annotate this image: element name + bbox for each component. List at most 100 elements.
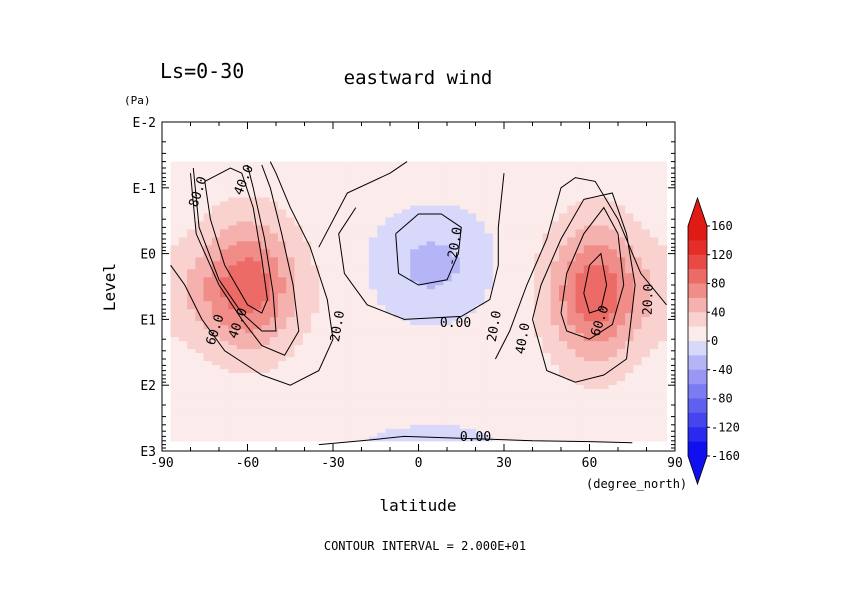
heatmap-cell [575,396,585,402]
heatmap-cell [550,225,560,231]
heatmap-cell [625,237,634,242]
heatmap-cell [187,241,196,246]
heatmap-cell [525,416,535,422]
heatmap-cell [269,345,279,350]
heatmap-cell [567,329,577,334]
heatmap-cell [501,261,511,266]
contour-label: 40.0 [513,322,533,355]
heatmap-cell [203,317,213,322]
heatmap-cell [525,265,535,270]
heatmap-cell [542,337,552,342]
heatmap-cell [294,317,304,322]
heatmap-cell [220,373,229,378]
heatmap-cell [501,436,511,442]
heatmap-cell [418,269,428,274]
heatmap-cell [600,233,610,238]
heatmap-cell [302,353,312,358]
heatmap-cell [459,380,469,386]
heatmap-cell [649,325,659,330]
heatmap-cell [344,428,353,434]
heatmap-cell [352,273,362,278]
heatmap-cell [600,428,610,434]
heatmap-cell [451,293,461,298]
heatmap-cell [187,221,196,227]
heatmap-cell [344,229,353,235]
heatmap-cell [575,285,585,290]
heatmap-cell [658,197,668,203]
heatmap-cell [410,265,420,270]
heatmap-cell [294,400,304,406]
heatmap-cell [608,225,618,231]
heatmap-cell [534,297,544,302]
heatmap-cell [377,273,387,278]
heatmap-cell [327,229,337,235]
heatmap-cell [278,213,287,219]
heatmap-cell [426,373,436,378]
heatmap-cell [608,325,618,330]
heatmap-cell [616,241,626,246]
heatmap-cell [484,424,494,430]
heatmap-cell [542,301,552,306]
heatmap-cell [625,265,634,270]
heatmap-cell [608,173,618,179]
heatmap-cell [286,384,296,390]
heatmap-cell [410,197,420,203]
heatmap-cell [451,173,461,179]
heatmap-cell [203,412,213,418]
heatmap-cell [426,309,436,314]
heatmap-cell [302,301,312,306]
heatmap-cell [170,432,180,438]
heatmap-cell [492,317,502,322]
heatmap-cell [368,376,378,382]
heatmap-cell [211,189,221,195]
heatmap-cell [244,353,254,358]
heatmap-cell [501,245,511,250]
heatmap-cell [368,165,378,171]
heatmap-cell [178,245,188,250]
heatmap-cell [236,253,246,258]
heatmap-cell [253,333,263,338]
colorbar-segment [688,369,707,385]
heatmap-cell [393,177,403,183]
heatmap-cell [583,245,593,250]
heatmap-cell [517,388,527,394]
heatmap-cell [418,392,428,398]
heatmap-cell [228,428,238,434]
heatmap-cell [608,428,618,434]
heatmap-cell [575,341,585,346]
heatmap-cell [501,305,511,310]
heatmap-cell [649,273,659,278]
heatmap-cell [550,337,560,342]
heatmap-cell [253,329,263,334]
heatmap-cell [459,369,469,374]
heatmap-cell [228,333,238,338]
heatmap-cell [261,213,271,219]
heatmap-cell [203,233,213,238]
heatmap-cell [244,337,254,342]
heatmap-cell [385,181,395,187]
heatmap-cell [509,361,519,366]
heatmap-cell [534,241,544,246]
heatmap-cell [658,289,668,294]
heatmap-cell [501,361,511,366]
heatmap-cell [311,241,320,246]
heatmap-cell [625,376,634,382]
heatmap-cell [228,380,238,386]
heatmap-cell [426,245,436,250]
heatmap-cell [509,301,519,306]
heatmap-cell [476,181,486,187]
heatmap-cell [641,165,651,171]
heatmap-cell [360,281,370,286]
colorbar-segment [688,398,707,414]
heatmap-cell [435,432,444,438]
heatmap-cell [278,373,287,378]
heatmap-cell [393,249,403,254]
heatmap-cell [244,209,254,215]
heatmap-cell [187,309,196,314]
heatmap-cell [377,217,387,223]
heatmap-cell [236,165,246,171]
heatmap-cell [178,436,188,442]
heatmap-cell [600,265,610,270]
heatmap-cell [203,349,213,354]
heatmap-cell [360,221,370,227]
